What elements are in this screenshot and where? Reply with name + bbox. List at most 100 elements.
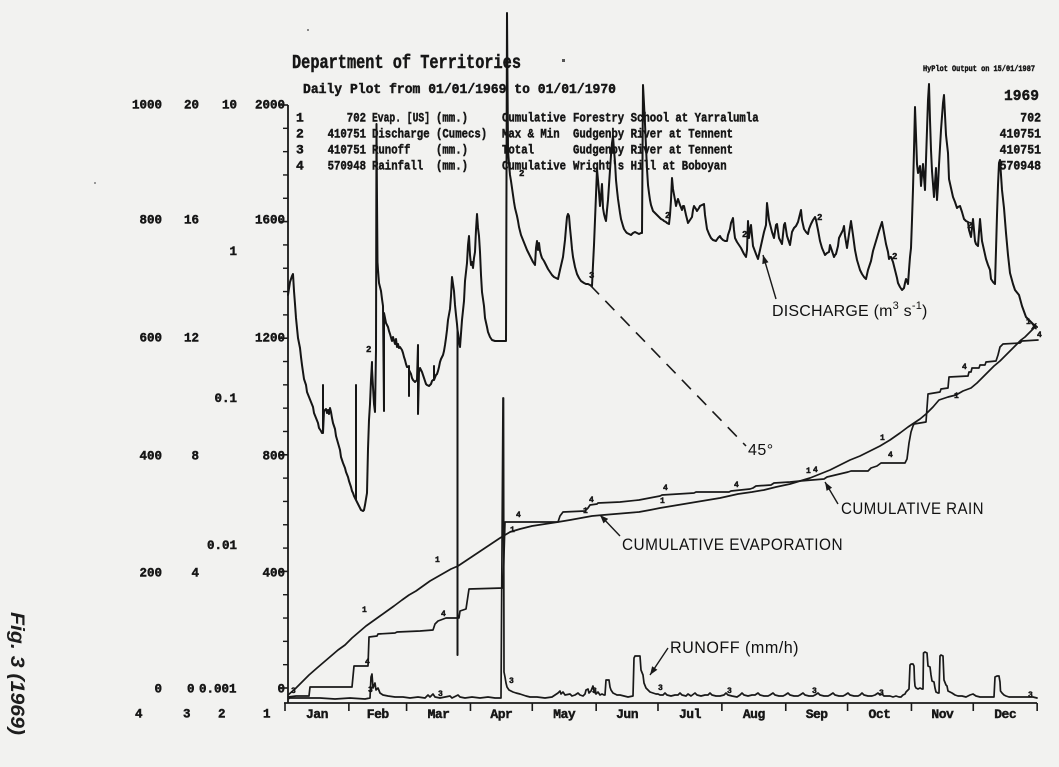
svg-text:1: 1 <box>435 556 440 565</box>
svg-text:8: 8 <box>192 450 200 464</box>
svg-text:x: x <box>1031 322 1037 333</box>
svg-text:4: 4 <box>296 159 304 174</box>
svg-text:4: 4 <box>888 451 893 460</box>
svg-text:Daily Plot from 01/01/1969 to: Daily Plot from 01/01/1969 to 01/01/1970 <box>303 82 616 98</box>
svg-text:3: 3 <box>438 690 443 699</box>
svg-text:Department of Territories: Department of Territories <box>292 52 521 74</box>
svg-text:RUNOFF (mm/h): RUNOFF (mm/h) <box>670 638 799 657</box>
svg-text:1: 1 <box>583 507 588 516</box>
svg-text:(mm.): (mm.) <box>436 111 468 126</box>
svg-text:570948: 570948 <box>328 159 367 174</box>
svg-text:16: 16 <box>184 214 199 228</box>
svg-text:4: 4 <box>1037 331 1042 340</box>
svg-text:0.01: 0.01 <box>207 539 237 553</box>
svg-text:Mar: Mar <box>428 707 450 722</box>
svg-text:2: 2 <box>296 127 304 142</box>
svg-text:Jan: Jan <box>306 707 329 722</box>
svg-text:CUMULATIVE RAIN: CUMULATIVE RAIN <box>841 499 984 518</box>
svg-text:410751: 410751 <box>328 143 367 158</box>
svg-text:2: 2 <box>742 230 747 240</box>
svg-text:Aug: Aug <box>743 707 766 722</box>
svg-text:1600: 1600 <box>255 214 285 228</box>
svg-text:702: 702 <box>1020 111 1041 126</box>
svg-text:4: 4 <box>734 481 739 490</box>
svg-text:2: 2 <box>817 213 822 223</box>
svg-text:1: 1 <box>362 606 367 615</box>
svg-text:1: 1 <box>230 245 238 259</box>
svg-text:Forestry School at Yarralumla: Forestry School at Yarralumla <box>573 111 759 126</box>
svg-text:4: 4 <box>589 496 594 505</box>
svg-text:Fig. 3 (1969): Fig. 3 (1969) <box>6 612 27 735</box>
svg-text:Max & Min: Max & Min <box>502 127 560 142</box>
svg-text:702: 702 <box>347 111 366 126</box>
svg-text:2: 2 <box>366 345 371 355</box>
svg-text:0.1: 0.1 <box>215 392 238 406</box>
svg-text:1969: 1969 <box>1004 88 1039 105</box>
svg-text:HyPlot Output on 15/01/1987: HyPlot Output on 15/01/1987 <box>923 64 1035 74</box>
svg-text:800: 800 <box>140 214 163 228</box>
svg-text:2: 2 <box>218 708 226 722</box>
svg-text:10: 10 <box>222 99 237 113</box>
svg-text:4: 4 <box>663 484 668 493</box>
svg-text:Rainfall: Rainfall <box>372 159 423 174</box>
svg-text:DISCHARGE (m3 s-1): DISCHARGE (m3 s-1) <box>772 300 928 320</box>
svg-text:1: 1 <box>660 497 665 506</box>
svg-text:Total: Total <box>502 143 534 158</box>
svg-text:4: 4 <box>365 658 370 667</box>
svg-text:4: 4 <box>962 363 967 372</box>
svg-text:Runoff: Runoff <box>372 143 411 158</box>
svg-text:May: May <box>553 707 576 722</box>
svg-text:3: 3 <box>368 686 373 695</box>
svg-text:Feb: Feb <box>367 707 390 722</box>
svg-text:600: 600 <box>140 332 163 346</box>
svg-text:Gudgenby River at Tennent: Gudgenby River at Tennent <box>573 127 733 142</box>
svg-text:1: 1 <box>510 526 515 535</box>
svg-text:3: 3 <box>296 143 304 158</box>
svg-text:Sep: Sep <box>806 707 829 722</box>
svg-text:2: 2 <box>892 252 897 262</box>
svg-text:(mm.): (mm.) <box>436 159 468 174</box>
svg-text:3: 3 <box>879 689 884 698</box>
svg-text:0: 0 <box>155 683 163 697</box>
svg-text:400: 400 <box>140 450 163 464</box>
svg-text:1: 1 <box>954 392 959 401</box>
svg-text:200: 200 <box>140 567 163 581</box>
svg-text:4: 4 <box>441 610 446 619</box>
svg-text:2: 2 <box>665 211 670 221</box>
svg-text:4: 4 <box>516 511 521 520</box>
svg-text:3: 3 <box>509 677 514 686</box>
svg-text:Jun: Jun <box>616 707 639 722</box>
svg-text:1: 1 <box>1026 318 1031 327</box>
svg-text:4: 4 <box>813 466 818 475</box>
svg-text:1200: 1200 <box>255 332 285 346</box>
svg-text:4: 4 <box>192 567 200 581</box>
svg-text:0.001: 0.001 <box>199 683 237 697</box>
svg-text:3: 3 <box>589 271 594 281</box>
svg-text:Evap. [US]: Evap. [US] <box>372 111 430 126</box>
svg-text:1: 1 <box>263 708 271 722</box>
svg-text:Discharge: Discharge <box>372 127 430 142</box>
svg-text:3: 3 <box>1028 691 1033 700</box>
svg-text:Apr: Apr <box>490 707 512 722</box>
svg-text:Nov: Nov <box>931 707 954 722</box>
svg-text:Oct: Oct <box>869 707 891 722</box>
svg-text:Gudgenby River at Tennent: Gudgenby River at Tennent <box>573 143 733 158</box>
svg-text:3: 3 <box>592 687 597 696</box>
svg-text:0: 0 <box>278 683 286 697</box>
svg-text:410751: 410751 <box>1000 143 1042 158</box>
svg-text:2: 2 <box>967 221 972 231</box>
svg-text:3: 3 <box>658 684 663 693</box>
svg-text:(mm.): (mm.) <box>436 143 468 158</box>
svg-text:Jul: Jul <box>679 707 702 722</box>
svg-text:2000: 2000 <box>255 99 285 113</box>
svg-text:12: 12 <box>184 332 199 346</box>
svg-text:3: 3 <box>183 708 191 722</box>
svg-text:3: 3 <box>812 687 817 696</box>
svg-text:410751: 410751 <box>328 127 367 142</box>
svg-text:Cumulative: Cumulative <box>502 111 566 126</box>
svg-text:1000: 1000 <box>132 99 162 113</box>
svg-text:570948: 570948 <box>1000 159 1042 174</box>
svg-text:Dec: Dec <box>994 707 1017 722</box>
svg-text:Cumulative: Cumulative <box>502 159 566 174</box>
svg-text:800: 800 <box>263 450 286 464</box>
